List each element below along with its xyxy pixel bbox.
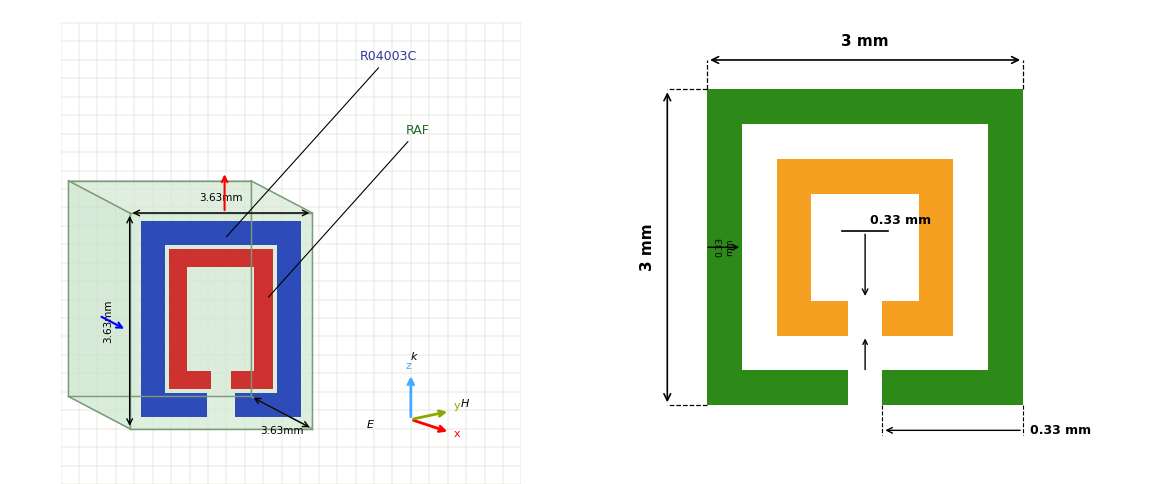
- Text: 3.63mm: 3.63mm: [260, 426, 304, 437]
- Text: 3.63mm: 3.63mm: [199, 193, 242, 203]
- Polygon shape: [141, 221, 300, 417]
- Polygon shape: [251, 181, 312, 429]
- Polygon shape: [129, 213, 312, 429]
- Text: R04003C: R04003C: [227, 50, 418, 237]
- Text: RAF: RAF: [269, 124, 431, 297]
- Text: 0.33 mm: 0.33 mm: [871, 214, 931, 227]
- Text: H: H: [461, 398, 469, 408]
- Text: y: y: [453, 401, 460, 411]
- Text: E: E: [367, 420, 374, 430]
- Text: 3.63mm: 3.63mm: [104, 299, 114, 343]
- Text: x: x: [453, 429, 460, 439]
- Polygon shape: [708, 90, 1023, 405]
- Text: 0.33
mm: 0.33 mm: [715, 237, 734, 257]
- Polygon shape: [169, 249, 272, 389]
- Polygon shape: [776, 159, 953, 335]
- Polygon shape: [69, 181, 312, 213]
- Text: 3 mm: 3 mm: [640, 224, 654, 271]
- Text: 3 mm: 3 mm: [842, 34, 889, 49]
- Polygon shape: [69, 181, 129, 429]
- Text: k: k: [411, 352, 418, 363]
- Text: z: z: [405, 361, 411, 371]
- Text: 0.33 mm: 0.33 mm: [1030, 424, 1092, 437]
- Polygon shape: [69, 396, 312, 429]
- Polygon shape: [69, 181, 251, 396]
